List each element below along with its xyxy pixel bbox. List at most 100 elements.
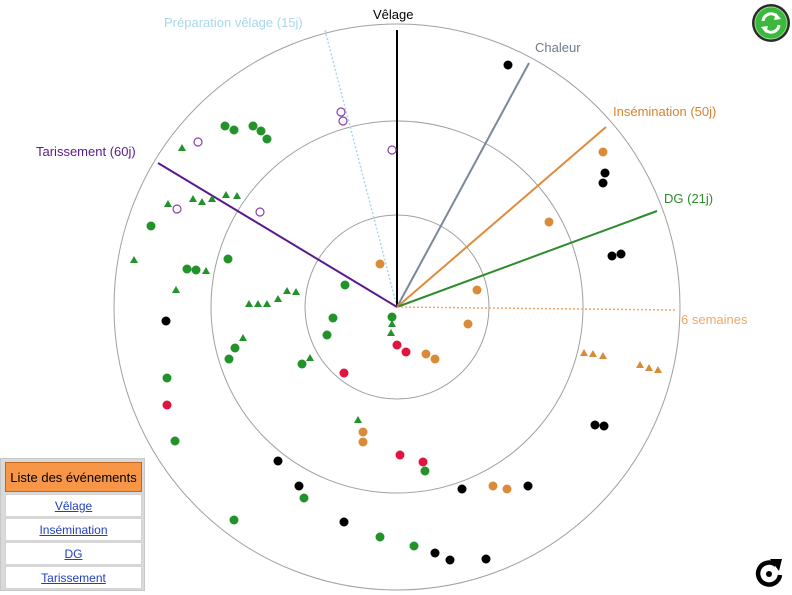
event-marker[interactable]: [146, 221, 156, 231]
event-marker[interactable]: [193, 137, 203, 147]
event-marker[interactable]: [328, 313, 338, 323]
event-marker[interactable]: [503, 60, 513, 70]
event-marker[interactable]: [375, 532, 385, 542]
event-marker[interactable]: [256, 126, 266, 136]
event-marker[interactable]: [544, 217, 554, 227]
event-triangle[interactable]: [263, 300, 271, 307]
events-link-tarissement[interactable]: Tarissement: [5, 566, 142, 589]
event-triangle[interactable]: [164, 200, 172, 207]
event-marker[interactable]: [387, 312, 397, 322]
event-marker[interactable]: [191, 265, 201, 275]
event-triangle[interactable]: [599, 352, 607, 359]
event-marker[interactable]: [338, 116, 348, 126]
event-triangle[interactable]: [130, 256, 138, 263]
event-triangle[interactable]: [589, 350, 597, 357]
event-triangle[interactable]: [387, 329, 395, 336]
event-triangle[interactable]: [178, 144, 186, 151]
event-marker[interactable]: [418, 457, 428, 467]
event-marker[interactable]: [223, 254, 233, 264]
event-marker[interactable]: [273, 456, 283, 466]
event-triangle[interactable]: [292, 288, 300, 295]
event-marker[interactable]: [395, 450, 405, 460]
event-marker[interactable]: [172, 204, 182, 214]
event-marker[interactable]: [162, 373, 172, 383]
event-marker[interactable]: [392, 340, 402, 350]
event-marker[interactable]: [230, 343, 240, 353]
event-triangle[interactable]: [189, 195, 197, 202]
event-triangle[interactable]: [233, 192, 241, 199]
event-marker[interactable]: [229, 515, 239, 525]
event-marker[interactable]: [598, 178, 608, 188]
event-triangle[interactable]: [636, 361, 644, 368]
event-marker[interactable]: [375, 259, 385, 269]
event-triangle[interactable]: [580, 349, 588, 356]
event-marker[interactable]: [255, 207, 265, 217]
event-triangle[interactable]: [645, 364, 653, 371]
event-marker[interactable]: [229, 125, 239, 135]
event-marker[interactable]: [420, 466, 430, 476]
event-marker[interactable]: [616, 249, 626, 259]
event-triangle[interactable]: [222, 191, 230, 198]
events-link-dg[interactable]: DG: [5, 542, 142, 565]
spoke-preparation-velage: [324, 29, 398, 308]
event-marker[interactable]: [358, 437, 368, 447]
event-marker[interactable]: [488, 481, 498, 491]
event-marker[interactable]: [472, 285, 482, 295]
event-marker[interactable]: [430, 548, 440, 558]
event-triangle[interactable]: [654, 366, 662, 373]
event-marker[interactable]: [339, 368, 349, 378]
event-marker[interactable]: [248, 121, 258, 131]
event-marker[interactable]: [358, 427, 368, 437]
event-marker[interactable]: [322, 330, 332, 340]
event-triangle[interactable]: [208, 195, 216, 202]
green-markers: [146, 121, 430, 551]
event-marker[interactable]: [387, 145, 397, 155]
event-marker[interactable]: [401, 347, 411, 357]
event-triangle[interactable]: [274, 295, 282, 302]
event-marker[interactable]: [607, 251, 617, 261]
event-triangle[interactable]: [202, 267, 210, 274]
event-marker[interactable]: [224, 354, 234, 364]
orange-markers: [358, 147, 608, 494]
event-marker[interactable]: [297, 359, 307, 369]
event-marker[interactable]: [340, 280, 350, 290]
event-triangle[interactable]: [198, 198, 206, 205]
spoke-dg: [396, 210, 658, 308]
event-marker[interactable]: [299, 493, 309, 503]
event-triangle[interactable]: [245, 300, 253, 307]
events-link-insemination[interactable]: Insémination: [5, 518, 142, 541]
event-triangle[interactable]: [388, 320, 396, 327]
event-marker[interactable]: [502, 484, 512, 494]
event-marker[interactable]: [162, 400, 172, 410]
event-marker[interactable]: [409, 541, 419, 551]
event-marker[interactable]: [457, 484, 467, 494]
event-marker[interactable]: [421, 349, 431, 359]
event-marker[interactable]: [220, 121, 230, 131]
events-panel: Liste des événements Vêlage Insémination…: [0, 458, 145, 591]
event-triangle[interactable]: [172, 286, 180, 293]
rotate-button[interactable]: [752, 556, 788, 590]
event-triangle[interactable]: [239, 334, 247, 341]
event-triangle[interactable]: [254, 300, 262, 307]
event-triangle[interactable]: [283, 287, 291, 294]
event-marker[interactable]: [170, 436, 180, 446]
event-marker[interactable]: [600, 168, 610, 178]
event-marker[interactable]: [598, 147, 608, 157]
event-marker[interactable]: [336, 107, 346, 117]
event-marker[interactable]: [339, 517, 349, 527]
event-marker[interactable]: [161, 316, 171, 326]
event-marker[interactable]: [430, 354, 440, 364]
event-marker[interactable]: [481, 554, 491, 564]
event-marker[interactable]: [599, 421, 609, 431]
event-marker[interactable]: [294, 481, 304, 491]
refresh-button[interactable]: [750, 2, 792, 44]
event-triangle[interactable]: [306, 354, 314, 361]
event-marker[interactable]: [445, 555, 455, 565]
events-link-velage[interactable]: Vêlage: [5, 494, 142, 517]
event-marker[interactable]: [463, 319, 473, 329]
event-marker[interactable]: [523, 481, 533, 491]
event-marker[interactable]: [590, 420, 600, 430]
event-marker[interactable]: [182, 264, 192, 274]
event-marker[interactable]: [262, 134, 272, 144]
event-triangle[interactable]: [354, 416, 362, 423]
